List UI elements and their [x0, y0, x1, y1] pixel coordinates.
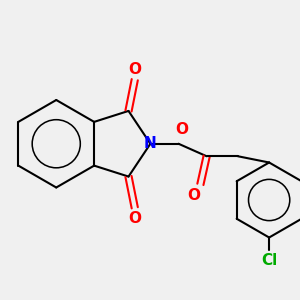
- Text: O: O: [188, 188, 201, 202]
- Text: Cl: Cl: [261, 253, 277, 268]
- Text: O: O: [128, 61, 141, 76]
- Text: N: N: [144, 136, 157, 151]
- Text: O: O: [175, 122, 188, 137]
- Text: O: O: [128, 211, 141, 226]
